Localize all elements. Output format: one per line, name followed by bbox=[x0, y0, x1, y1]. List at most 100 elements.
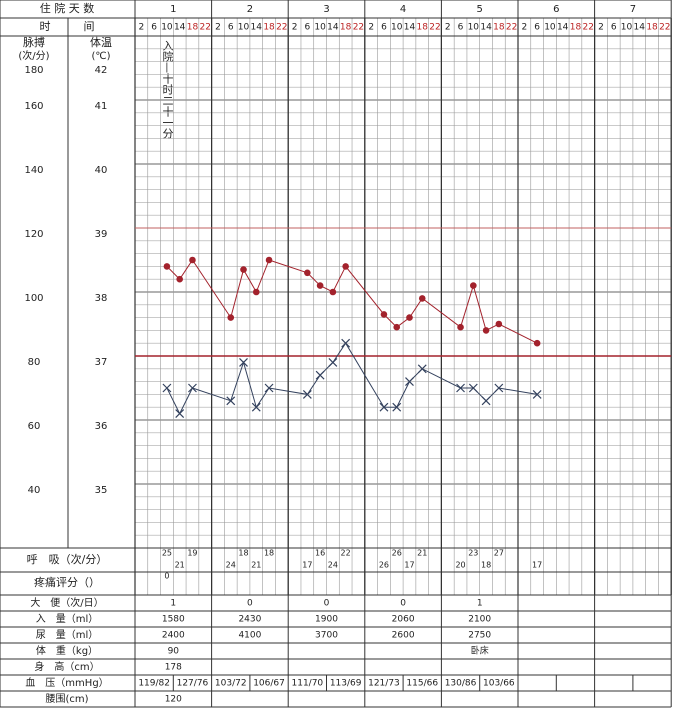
days-label: 住 院 天 数 bbox=[40, 1, 95, 15]
row-label: 血 压（mmHg） bbox=[25, 676, 108, 689]
pulse-point bbox=[380, 311, 388, 318]
pulse-point bbox=[316, 282, 324, 289]
bp-value: 103/72 bbox=[215, 679, 247, 689]
cell-value: 2430 bbox=[238, 615, 261, 625]
hour-label: 14 bbox=[251, 23, 263, 33]
y2-tick-label: 39 bbox=[95, 229, 108, 240]
bp-value: 119/82 bbox=[138, 679, 170, 689]
temp-point bbox=[532, 389, 542, 399]
hour-label: 14 bbox=[480, 23, 492, 33]
pulse-point bbox=[393, 323, 401, 331]
day-label: 2 bbox=[247, 4, 253, 15]
resp-value: 21 bbox=[417, 549, 427, 558]
pulse-point bbox=[304, 269, 311, 277]
day-label: 7 bbox=[630, 4, 636, 15]
pulse-point bbox=[176, 275, 183, 283]
hour-label: 6 bbox=[151, 23, 157, 33]
temp-point bbox=[468, 383, 478, 393]
pulse-point bbox=[495, 320, 503, 328]
hour-label: 2 bbox=[522, 23, 528, 33]
hour-label: 18 bbox=[263, 23, 275, 33]
bp-value: 111/70 bbox=[292, 679, 324, 689]
resp-value: 19 bbox=[187, 549, 197, 558]
hour-label: 18 bbox=[340, 23, 352, 33]
hour-label: 22 bbox=[353, 23, 364, 33]
bp-value: 115/66 bbox=[406, 679, 438, 689]
cell-value: 120 bbox=[165, 695, 182, 705]
hour-label: 22 bbox=[199, 23, 210, 33]
resp-value: 18 bbox=[481, 561, 491, 570]
hour-label: 10 bbox=[238, 23, 250, 33]
bp-value: 130/86 bbox=[445, 679, 477, 689]
hour-label: 14 bbox=[557, 23, 569, 33]
resp-value: 25 bbox=[162, 549, 172, 558]
hour-label: 18 bbox=[646, 23, 658, 33]
temp-point bbox=[341, 338, 351, 348]
resp-value: 23 bbox=[468, 549, 478, 558]
temp-point bbox=[494, 383, 504, 393]
cell-value: 1580 bbox=[162, 615, 185, 625]
day-label: 4 bbox=[400, 4, 406, 15]
resp-value: 18 bbox=[264, 549, 274, 558]
hour-label: 10 bbox=[621, 23, 633, 33]
day-label: 5 bbox=[477, 4, 483, 15]
bp-value: 127/76 bbox=[177, 679, 209, 689]
time-label: 时 间 bbox=[40, 20, 95, 33]
y2-tick-label: 37 bbox=[95, 357, 108, 368]
cell-value: 178 bbox=[165, 663, 182, 673]
y2-tick-label: 38 bbox=[95, 293, 108, 304]
resp-value: 24 bbox=[328, 561, 338, 570]
temp-point bbox=[392, 402, 402, 412]
cell-value: 0 bbox=[324, 599, 330, 609]
y-tick-label: 100 bbox=[24, 293, 43, 304]
series-line bbox=[166, 259, 538, 344]
row-label: 身 高（cm） bbox=[34, 660, 99, 673]
hour-label: 14 bbox=[634, 23, 646, 33]
row-label: 呼 吸（次/分） bbox=[27, 552, 108, 566]
cell-value: 90 bbox=[168, 647, 180, 657]
resp-value: 18 bbox=[238, 549, 248, 558]
hour-label: 2 bbox=[139, 23, 145, 33]
hour-label: 18 bbox=[570, 23, 582, 33]
temp-point bbox=[188, 383, 197, 393]
temp-point bbox=[251, 402, 261, 412]
y-tick-label: 120 bbox=[24, 229, 43, 240]
pulse-point bbox=[482, 327, 490, 334]
cell-value: 0 bbox=[400, 599, 406, 609]
resp-value: 22 bbox=[341, 549, 351, 558]
y-tick-label: 60 bbox=[28, 421, 41, 432]
temp-label: 体温 bbox=[90, 35, 112, 49]
temp-point bbox=[226, 396, 236, 406]
pulse-point bbox=[252, 288, 260, 296]
y2-tick-label: 41 bbox=[95, 101, 108, 112]
cell-value: 1900 bbox=[315, 615, 338, 625]
pulse-point bbox=[240, 266, 247, 273]
temp-point bbox=[481, 396, 491, 406]
hour-label: 14 bbox=[404, 23, 416, 33]
hour-label: 22 bbox=[276, 23, 287, 33]
resp-value: 27 bbox=[494, 549, 504, 558]
hour-label: 22 bbox=[582, 23, 593, 33]
temp-point bbox=[239, 357, 248, 367]
pulse-point bbox=[329, 288, 337, 296]
bp-value: 106/67 bbox=[253, 679, 285, 689]
pulse-unit: (次/分) bbox=[18, 49, 49, 62]
y2-tick-label: 36 bbox=[95, 421, 108, 432]
pulse-point bbox=[265, 256, 273, 264]
cell-value: 0 bbox=[247, 599, 253, 609]
resp-value: 17 bbox=[302, 561, 312, 570]
hour-label: 2 bbox=[445, 23, 451, 33]
bp-value: 121/73 bbox=[368, 679, 400, 689]
y2-tick-label: 42 bbox=[95, 65, 108, 76]
hour-label: 18 bbox=[493, 23, 505, 33]
temp-point bbox=[417, 364, 427, 374]
pulse-point bbox=[189, 256, 196, 264]
pulse-point bbox=[418, 295, 426, 302]
hour-label: 10 bbox=[314, 23, 326, 33]
resp-value: 26 bbox=[379, 561, 389, 570]
pulse-point bbox=[457, 323, 464, 331]
hour-label: 2 bbox=[292, 23, 298, 33]
row-label: 尿 量（ml） bbox=[36, 629, 99, 641]
pulse-point bbox=[342, 263, 349, 270]
cell-value: 2060 bbox=[392, 615, 415, 625]
